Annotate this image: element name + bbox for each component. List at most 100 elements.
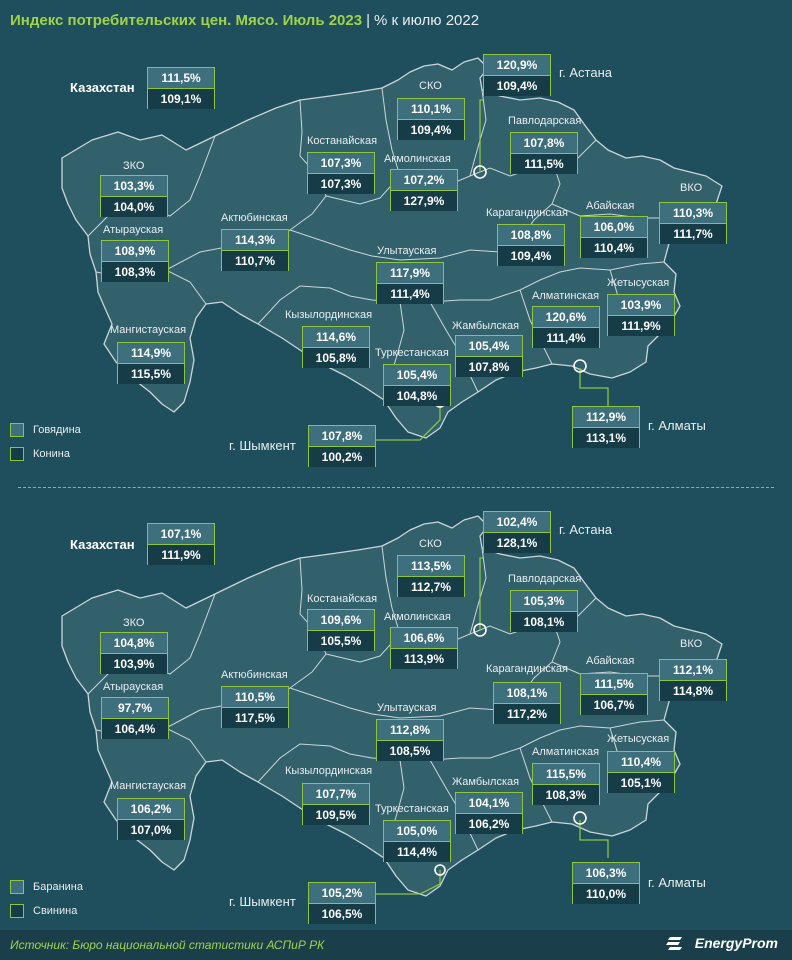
city-label-almaty: г. Алматы xyxy=(648,875,706,890)
kazakhstan-value-box: 111,5% 109,1% xyxy=(147,67,215,109)
city-label-astana: г. Астана xyxy=(559,65,612,80)
value-beef: 117,9% xyxy=(377,263,443,284)
value-beef: 106,0% xyxy=(581,217,647,238)
leader-shymkent xyxy=(376,402,441,441)
region-box-karaganda: 108,1% 117,2% xyxy=(493,682,561,724)
region-box-ulytau: 112,8% 108,5% xyxy=(376,719,444,761)
region-label-vko: ВКО xyxy=(680,182,703,194)
region-box-zhetysu: 110,4% 105,1% xyxy=(607,751,675,793)
region-box-kyzylorda: 107,7% 109,5% xyxy=(302,783,370,825)
legend-label-horse: Конина xyxy=(33,448,70,460)
value-beef: 108,9% xyxy=(102,241,168,262)
energyprom-logo-icon xyxy=(666,937,682,950)
value-lamb: 107,1% xyxy=(148,524,214,545)
value-horse: 107,3% xyxy=(308,174,374,194)
value-pork: 114,8% xyxy=(660,681,726,701)
value-lamb: 113,5% xyxy=(398,556,464,577)
value-horse: 110,7% xyxy=(222,251,288,271)
value-horse: 111,7% xyxy=(660,224,726,244)
panel-divider xyxy=(18,487,774,488)
value-beef: 108,8% xyxy=(498,225,564,246)
kazakhstan-label: Казахстан xyxy=(70,80,135,95)
region-box-vko: 112,1% 114,8% xyxy=(659,659,727,701)
value-beef: 111,5% xyxy=(148,68,214,89)
footer: Источник: Бюро национальной статистики А… xyxy=(0,930,792,960)
region-box-abai: 111,5% 106,7% xyxy=(580,673,648,715)
value-pork: 106,4% xyxy=(102,719,168,739)
region-box-abai: 106,0% 110,4% xyxy=(580,216,648,258)
region-label-karaganda: Карагандинская xyxy=(486,663,568,675)
legend-swatch-pork xyxy=(10,904,24,918)
value-horse: 111,5% xyxy=(511,154,577,174)
region-label-abai: Абайская xyxy=(586,200,635,212)
value-lamb: 110,5% xyxy=(222,687,288,708)
value-horse: 100,2% xyxy=(309,447,375,467)
leader-almaty xyxy=(579,820,609,858)
value-horse: 107,8% xyxy=(456,357,522,377)
value-horse: 113,1% xyxy=(573,428,639,448)
region-box-aktobe: 110,5% 117,5% xyxy=(221,686,289,728)
region-label-ulytau: Улытауская xyxy=(377,702,437,714)
value-beef: 120,9% xyxy=(484,55,550,76)
region-label-ulytau: Улытауская xyxy=(377,245,437,257)
value-lamb: 102,4% xyxy=(484,512,550,533)
value-lamb: 106,2% xyxy=(118,799,184,820)
region-box-mangystau: 114,9% 115,5% xyxy=(117,342,185,384)
region-label-zhetysu: Жетысуская xyxy=(607,733,670,745)
city-box-shymkent: 105,2% 106,5% xyxy=(308,882,376,924)
title-subtitle: % к июлю 2022 xyxy=(374,12,480,29)
value-horse: 109,4% xyxy=(484,76,550,96)
region-label-kostanay: Костанайская xyxy=(307,135,378,147)
city-box-almaty: 112,9% 113,1% xyxy=(572,406,640,448)
region-box-almaty-region: 120,6% 111,4% xyxy=(532,306,600,348)
value-pork: 111,9% xyxy=(148,545,214,565)
city-label-astana: г. Астана xyxy=(559,522,612,537)
value-pork: 108,1% xyxy=(511,612,577,632)
region-label-zko: ЗКО xyxy=(123,617,145,629)
kazakhstan-label: Казахстан xyxy=(70,537,135,552)
region-box-pavlodar: 105,3% 108,1% xyxy=(510,590,578,632)
value-lamb: 104,1% xyxy=(456,793,522,814)
value-lamb: 97,7% xyxy=(102,698,168,719)
region-box-sko: 110,1% 109,4% xyxy=(397,98,465,140)
value-horse: 111,4% xyxy=(377,284,443,304)
page-title: Индекс потребительских цен. Мясо. Июль 2… xyxy=(10,12,479,29)
value-pork: 106,5% xyxy=(309,904,375,924)
region-label-mangystau: Мангистауская xyxy=(110,780,187,792)
value-beef: 103,9% xyxy=(608,295,674,316)
value-beef: 110,3% xyxy=(660,203,726,224)
value-horse: 109,4% xyxy=(398,120,464,140)
legend-label-lamb: Баранина xyxy=(33,881,83,893)
region-label-almaty-region: Алматинская xyxy=(532,746,600,758)
value-pork: 128,1% xyxy=(484,533,550,553)
value-lamb: 112,1% xyxy=(660,660,726,681)
value-pork: 106,7% xyxy=(581,695,647,715)
value-pork: 103,9% xyxy=(101,654,167,674)
region-box-ulytau: 117,9% 111,4% xyxy=(376,262,444,304)
value-lamb: 105,3% xyxy=(511,591,577,612)
value-horse: 115,5% xyxy=(118,364,184,384)
region-label-atyrau: Атырауская xyxy=(103,681,164,693)
legend-swatch-lamb xyxy=(10,880,24,894)
value-pork: 105,5% xyxy=(308,631,374,651)
value-horse: 104,8% xyxy=(384,386,450,406)
city-box-astana: 102,4% 128,1% xyxy=(483,511,551,553)
value-beef: 112,9% xyxy=(573,407,639,428)
value-lamb: 110,4% xyxy=(608,752,674,773)
value-beef: 107,3% xyxy=(308,153,374,174)
value-beef: 107,8% xyxy=(309,426,375,447)
value-lamb: 111,5% xyxy=(581,674,647,695)
value-horse: 104,0% xyxy=(101,197,167,217)
region-label-turkestan: Туркестанская xyxy=(375,803,449,815)
region-label-abai: Абайская xyxy=(586,655,635,667)
value-pork: 108,5% xyxy=(377,741,443,761)
value-beef: 105,4% xyxy=(456,336,522,357)
value-pork: 107,0% xyxy=(118,820,184,840)
city-box-almaty: 106,3% 110,0% xyxy=(572,862,640,904)
value-lamb: 112,8% xyxy=(377,720,443,741)
city-box-shymkent: 107,8% 100,2% xyxy=(308,425,376,467)
region-box-zko: 104,8% 103,9% xyxy=(100,632,168,674)
value-lamb: 105,0% xyxy=(384,821,450,842)
region-box-kostanay: 107,3% 107,3% xyxy=(307,152,375,194)
value-beef: 105,4% xyxy=(384,365,450,386)
